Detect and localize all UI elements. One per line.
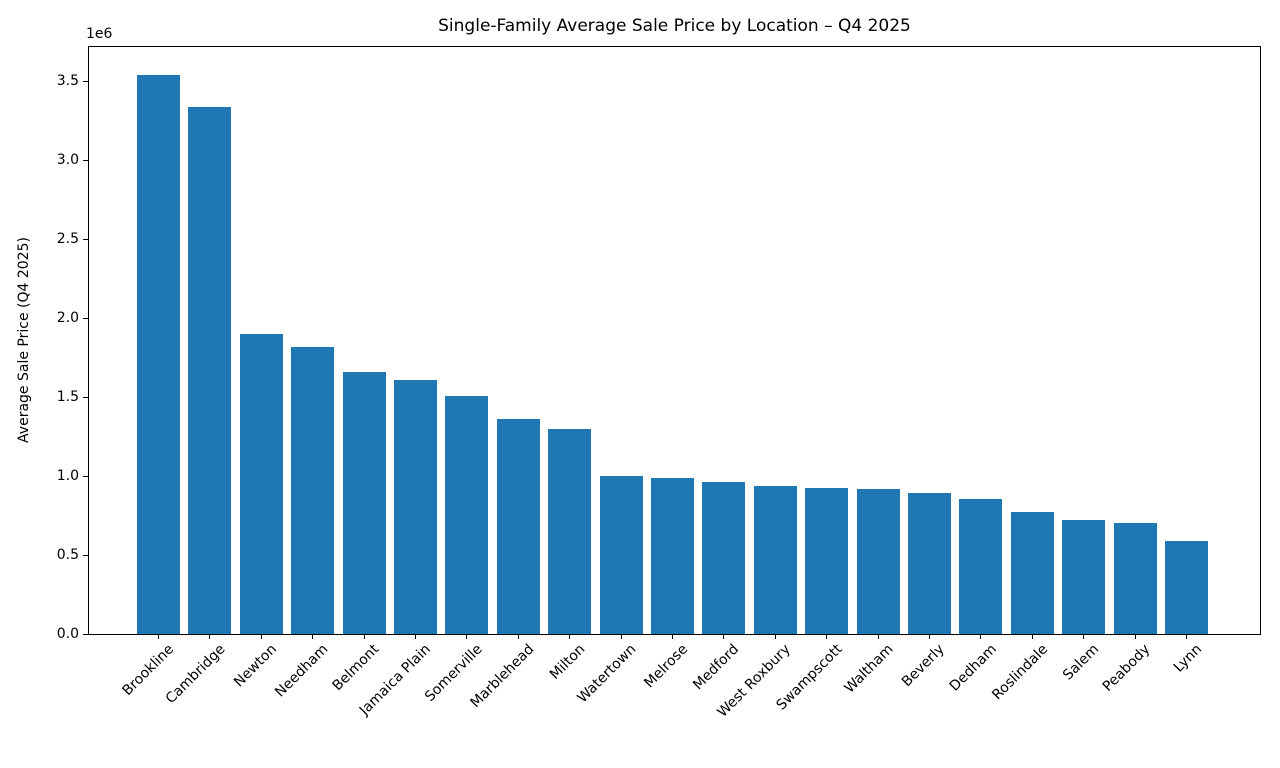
x-tick-mark: [620, 634, 622, 639]
y-tick-label: 2.5: [56, 231, 79, 248]
bar-cambridge: [188, 106, 232, 634]
x-tick-label-needham: Needham: [272, 641, 332, 701]
x-tick-mark: [466, 634, 468, 639]
bar-somerville: [445, 395, 489, 634]
plot-area: 0.0 0.5 1.0 1.5 2.0 2.5 3.0 3.5 Brookline Cambrid…: [57, 46, 1261, 721]
bar-waltham: [856, 488, 900, 634]
bar-salem: [1062, 520, 1106, 634]
x-tick-label-melrose: Melrose: [641, 641, 692, 692]
y-tick-label: 0.0: [56, 626, 79, 642]
bar-melrose: [651, 477, 694, 634]
x-tick-mark: [415, 634, 416, 639]
bar-west-roxbury: [753, 486, 797, 634]
y-tick-mark: [83, 633, 88, 635]
bar-beverly: [908, 493, 951, 634]
x-tick-mark: [1083, 634, 1085, 639]
x-tick-label-waltham: Waltham: [841, 641, 897, 697]
y-tick-mark: [83, 238, 88, 240]
x-tick-label-salem: Salem: [1060, 641, 1103, 684]
x-tick-label-lynn: Lynn: [1170, 641, 1206, 676]
y-tick-mark: [83, 80, 88, 82]
bar-brookline: [137, 74, 180, 634]
x-tick-mark: [363, 634, 365, 639]
x-tick-mark: [158, 634, 159, 639]
y-tick-mark: [83, 317, 88, 319]
y-tick-label: 1.5: [56, 389, 79, 406]
x-tick-mark: [929, 634, 930, 639]
y-tick-mark: [83, 475, 88, 477]
bar-milton: [548, 428, 592, 634]
bar-belmont: [342, 371, 386, 634]
x-tick-mark: [877, 634, 879, 639]
chart-title: Single-Family Average Sale Price by Loca…: [438, 16, 911, 36]
x-tick-mark: [260, 634, 262, 639]
x-tick-label-milton: Milton: [546, 641, 589, 683]
y-tick-label: 2.0: [56, 310, 79, 327]
x-tick-label-newton: Newton: [230, 641, 280, 691]
bar-dedham: [959, 498, 1003, 634]
y-axis-label: Average Sale Price (Q4 2025): [16, 237, 32, 443]
bar-jamaica-plain: [394, 379, 437, 634]
bar-roslindale: [1010, 511, 1054, 634]
x-tick-label-peabody: Peabody: [1100, 641, 1154, 695]
x-tick-mark: [723, 634, 725, 639]
y-tick-label: 3.5: [56, 73, 79, 90]
x-tick-mark: [1031, 634, 1033, 639]
x-tick-label-beverly: Beverly: [899, 641, 949, 691]
x-tick-mark: [1186, 634, 1187, 639]
x-tick-mark: [569, 634, 571, 639]
bar-needham: [291, 346, 335, 634]
x-tick-mark: [980, 634, 982, 639]
bar-lynn: [1165, 540, 1208, 634]
x-tick-label-dedham: Dedham: [946, 641, 1000, 695]
y-tick-label: 3.0: [56, 152, 79, 169]
y-tick-label: 0.5: [56, 547, 79, 564]
y-tick-mark: [83, 396, 88, 398]
bar-newton: [239, 333, 283, 634]
x-tick-mark: [312, 634, 314, 639]
bar-medford: [702, 482, 746, 634]
bar-watertown: [599, 476, 643, 634]
x-tick-mark: [517, 634, 519, 639]
x-tick-label-belmont: Belmont: [329, 641, 383, 695]
y-tick-mark: [83, 554, 88, 556]
x-tick-mark: [774, 634, 776, 639]
x-tick-mark: [672, 634, 673, 639]
y-axis-offset-label: 1e6: [86, 26, 113, 42]
bar-peabody: [1113, 523, 1157, 634]
x-tick-mark: [826, 634, 828, 639]
bar-marblehead: [496, 419, 540, 634]
x-tick-label-medford: Medford: [690, 641, 743, 694]
y-tick-mark: [83, 159, 88, 161]
x-tick-mark: [1134, 634, 1136, 639]
bar-swampscott: [805, 487, 849, 634]
y-tick-label: 1.0: [56, 468, 79, 485]
x-tick-mark: [209, 634, 211, 639]
